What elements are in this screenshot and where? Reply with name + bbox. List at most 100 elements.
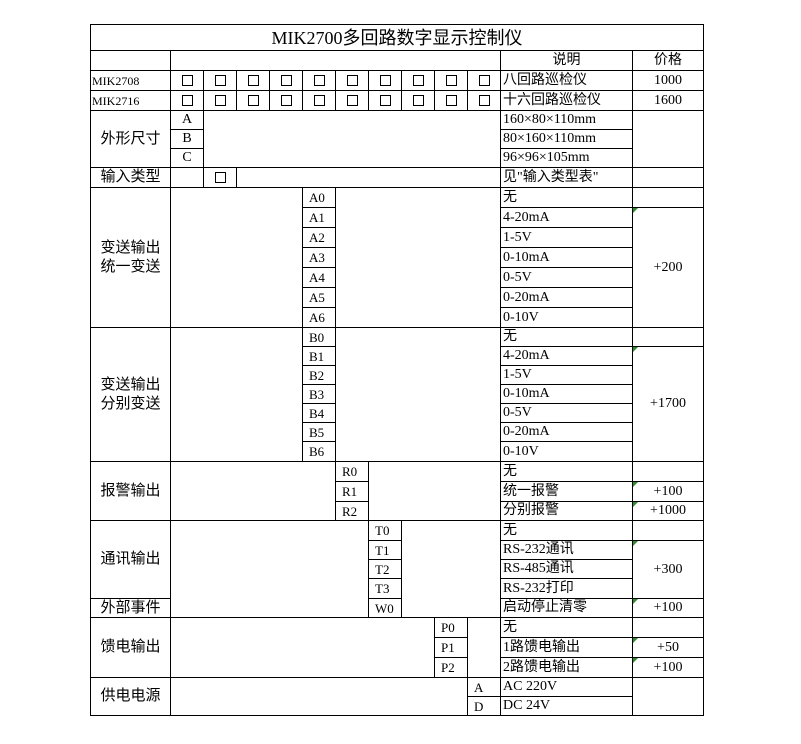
feed-price-text: +100 [653, 659, 683, 675]
separate-code[interactable]: B5 [302, 422, 336, 442]
unified-code[interactable]: A6 [302, 307, 336, 328]
unified-blank-right [335, 187, 501, 328]
separate-code[interactable]: B6 [302, 441, 336, 462]
checkbox[interactable] [379, 95, 391, 106]
comm-blank-left [170, 520, 369, 618]
event-desc: 启动停止清零 [500, 598, 633, 618]
alarm-code[interactable]: R1 [335, 481, 369, 502]
separate-desc-text: 1-5V [503, 367, 532, 382]
separate-code[interactable]: B0 [302, 327, 336, 347]
checkbox[interactable] [478, 75, 490, 86]
checkbox[interactable] [313, 75, 325, 86]
comm-price-blank [632, 520, 704, 541]
feed-desc: 2路馈电输出 [500, 657, 633, 678]
model-option-cell[interactable] [170, 70, 204, 91]
power-price-blank [632, 677, 704, 716]
alarm-code[interactable]: R2 [335, 501, 369, 521]
input-checkbox-cell[interactable] [203, 167, 237, 188]
checkbox[interactable] [214, 75, 226, 86]
checkbox[interactable] [379, 75, 391, 86]
event-code[interactable]: W0 [368, 598, 402, 618]
checkbox[interactable] [214, 95, 226, 106]
comm-code[interactable]: T2 [368, 559, 402, 579]
separate-price-blank [632, 327, 704, 347]
separate-blank-right [335, 327, 501, 462]
alarm-label: 报警输出 [90, 461, 171, 521]
model-option-cell[interactable] [434, 90, 468, 111]
size-label: 外形尺寸 [90, 110, 171, 168]
separate-code[interactable]: B1 [302, 346, 336, 366]
checkbox[interactable] [280, 95, 292, 106]
feed-desc-text: 2路馈电输出 [503, 659, 580, 675]
checkbox[interactable] [412, 95, 424, 106]
checkbox[interactable] [247, 75, 259, 86]
checkbox[interactable] [478, 95, 490, 106]
model-option-cell[interactable] [467, 90, 501, 111]
checkbox[interactable] [346, 75, 358, 86]
power-desc-text: AC 220V [503, 679, 558, 694]
size-code[interactable]: A [170, 110, 204, 130]
unified-code[interactable]: A2 [302, 227, 336, 248]
separate-code[interactable]: B4 [302, 403, 336, 423]
comm-code[interactable]: T1 [368, 540, 402, 560]
model-option-cell[interactable] [269, 90, 303, 111]
alarm-code[interactable]: R0 [335, 461, 369, 482]
model-option-cell[interactable] [368, 90, 402, 111]
checkbox[interactable] [280, 75, 292, 86]
unified-code[interactable]: A3 [302, 247, 336, 268]
unified-code[interactable]: A5 [302, 287, 336, 308]
size-code-text: C [182, 150, 192, 165]
power-label-text: 供电电源 [100, 688, 161, 704]
comm-code[interactable]: T0 [368, 520, 402, 541]
feed-code[interactable]: P1 [434, 637, 468, 658]
model-option-cell[interactable] [368, 70, 402, 91]
checkbox[interactable] [445, 95, 457, 106]
model-option-cell[interactable] [335, 70, 369, 91]
model-price: 1000 [632, 70, 704, 91]
power-code[interactable]: D [467, 696, 501, 716]
model-option-cell[interactable] [302, 70, 336, 91]
model-option-cell[interactable] [269, 70, 303, 91]
comm-code[interactable]: T3 [368, 578, 402, 599]
model-option-cell[interactable] [236, 70, 270, 91]
checkbox[interactable] [247, 95, 259, 106]
alarm-desc-text: 分别报警 [503, 503, 559, 518]
size-blank [203, 110, 501, 168]
checkbox[interactable] [346, 95, 358, 106]
separate-desc: 无 [500, 327, 633, 347]
unified-code[interactable]: A0 [302, 187, 336, 208]
model-option-cell[interactable] [434, 70, 468, 91]
unified-label-line: 统一变送 [100, 258, 161, 275]
checkbox[interactable] [412, 75, 424, 86]
power-code[interactable]: A [467, 677, 501, 697]
model-option-cell[interactable] [467, 70, 501, 91]
separate-code[interactable]: B2 [302, 365, 336, 385]
checkbox[interactable] [181, 75, 193, 86]
size-code[interactable]: C [170, 148, 204, 168]
feed-code[interactable]: P0 [434, 617, 468, 638]
separate-code[interactable]: B3 [302, 384, 336, 404]
header-blank-mid [170, 50, 501, 71]
power-desc: DC 24V [500, 696, 633, 716]
model-option-cell[interactable] [302, 90, 336, 111]
feed-code[interactable]: P2 [434, 657, 468, 678]
model-option-cell[interactable] [170, 90, 204, 111]
model-option-cell[interactable] [335, 90, 369, 111]
comm-code-text: T3 [375, 581, 390, 596]
model-option-cell[interactable] [401, 70, 435, 91]
model-option-cell[interactable] [401, 90, 435, 111]
checkbox[interactable] [214, 172, 226, 183]
model-option-cell[interactable] [203, 90, 237, 111]
model-option-cell[interactable] [236, 90, 270, 111]
unified-label: 变送输出 统一变送 [90, 187, 171, 328]
separate-label-line: 分别变送 [100, 395, 161, 412]
alarm-label-text: 报警输出 [100, 482, 161, 499]
unified-code[interactable]: A4 [302, 267, 336, 288]
checkbox[interactable] [181, 95, 193, 106]
feed-price: +100 [632, 657, 704, 678]
checkbox[interactable] [313, 95, 325, 106]
checkbox[interactable] [445, 75, 457, 86]
model-option-cell[interactable] [203, 70, 237, 91]
unified-code[interactable]: A1 [302, 207, 336, 228]
size-code[interactable]: B [170, 129, 204, 149]
